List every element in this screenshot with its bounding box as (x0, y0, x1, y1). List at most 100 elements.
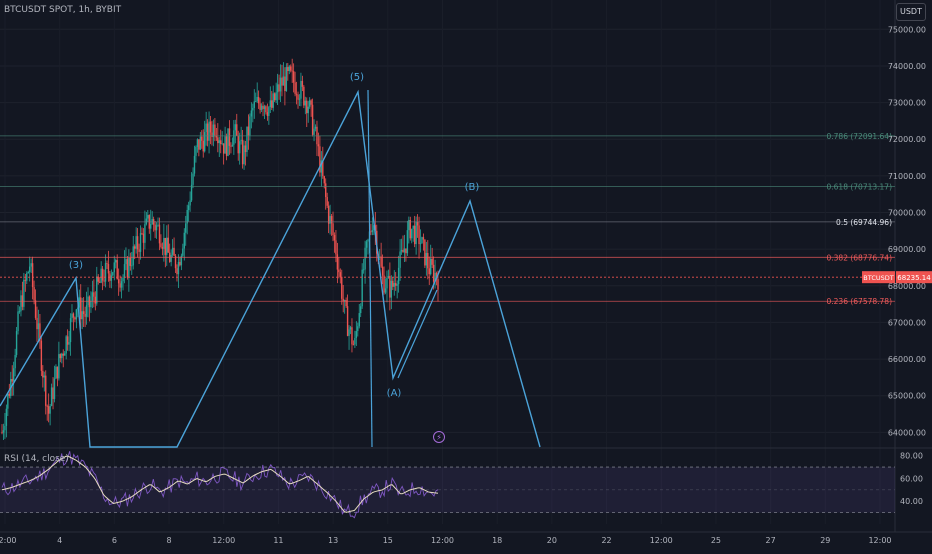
candle-body (384, 288, 387, 293)
price-tick-label: 73000.00 (888, 99, 926, 108)
candle-body (23, 279, 25, 307)
candle-body (49, 405, 51, 414)
current-price-tag (896, 271, 932, 284)
candle-body (325, 183, 327, 198)
candle-body (244, 145, 247, 153)
candle-body (240, 139, 242, 142)
candle-body (56, 366, 59, 379)
candle-body (421, 237, 423, 244)
candle-body (393, 283, 395, 287)
candle-body (297, 94, 299, 100)
candle-body (275, 92, 277, 101)
candle-body (400, 249, 403, 252)
candle-body (428, 268, 430, 275)
candle-body (154, 224, 156, 231)
candle-body (250, 110, 253, 117)
candle-body (246, 126, 248, 153)
price-tick-label: 71000.00 (888, 172, 926, 181)
candle-body (231, 144, 234, 147)
candle-body (18, 311, 21, 313)
candle-body (96, 276, 98, 304)
candle-body (352, 344, 355, 346)
candle-body (182, 248, 184, 256)
candle-body (129, 257, 132, 266)
candle-body (233, 130, 235, 145)
candle-body (142, 233, 145, 243)
candle-body (132, 246, 134, 266)
candle-body (291, 70, 293, 72)
candle-body (59, 354, 62, 359)
candle-body (255, 101, 257, 103)
candle-body (386, 277, 388, 289)
candle-body (361, 269, 363, 307)
candle-body (294, 82, 296, 94)
candle-body (174, 255, 177, 269)
candle-body (263, 106, 266, 109)
candle-body (380, 256, 382, 267)
candle-body (80, 297, 82, 320)
candle-body (416, 221, 419, 226)
time-axis: 12:00 4 6 8 12:00 11 13 15 12:00 18 20 22 12:00 25 27 2… (0, 536, 892, 545)
candle-body (345, 300, 347, 307)
candle-body (308, 100, 311, 107)
candle-body (88, 296, 91, 308)
candle-body (435, 272, 438, 280)
price-tick-label: 67000.00 (888, 318, 926, 327)
candle-body (336, 254, 339, 270)
wave-label: (5) (350, 72, 364, 83)
candle-body (177, 261, 180, 275)
candle-body (313, 128, 315, 135)
current-price-tag-label: 68235.14 (897, 274, 931, 282)
candle-body (437, 279, 439, 290)
candle-body (265, 106, 267, 113)
candle-body (20, 295, 22, 312)
rsi-layer (0, 451, 895, 519)
candle-body (47, 406, 50, 414)
wave-c-line (397, 289, 438, 379)
time-tick-label: 12:00 (431, 536, 454, 545)
candle-body (163, 237, 165, 249)
candle-body (304, 100, 307, 106)
candle-body (186, 209, 188, 224)
candle-body (395, 283, 397, 286)
candle-body (419, 243, 422, 245)
wave-label: (B) (465, 182, 480, 193)
candle-body (295, 93, 298, 95)
currency-button[interactable]: USDT (896, 3, 926, 21)
candle-body (36, 317, 38, 330)
candle-body (192, 173, 194, 185)
time-tick-label: 27 (766, 536, 776, 545)
candle-body (203, 132, 206, 152)
candle-body (285, 67, 288, 92)
candle-body (279, 77, 282, 92)
candle-body (323, 176, 325, 184)
candle-body (198, 139, 200, 150)
candle-body (90, 300, 92, 308)
candle-body (34, 300, 37, 318)
time-tick-label: 12:00 (650, 536, 673, 545)
candle-body (133, 246, 136, 249)
candle-body (365, 241, 368, 248)
time-tick-label: 12:00 (868, 536, 891, 545)
candle-body (362, 269, 365, 271)
candle-body (241, 139, 244, 165)
candle-body (252, 107, 254, 111)
fib-level-label: 0.382 (68776.74) (827, 253, 893, 262)
candle-body (33, 287, 35, 301)
candle-body (303, 86, 305, 106)
candle-body (201, 136, 203, 141)
rsi-line (1, 451, 439, 519)
candle-body (185, 223, 187, 233)
candle-body (5, 408, 8, 426)
candle-body (272, 93, 274, 108)
candle-body (116, 260, 118, 280)
candle-body (349, 327, 352, 330)
candle-body (52, 387, 54, 399)
candle-body (343, 300, 346, 302)
candle-body (354, 337, 356, 345)
candle-body (335, 240, 337, 255)
candle-body (329, 216, 331, 224)
candle-body (8, 393, 10, 396)
candle-body (196, 139, 199, 147)
